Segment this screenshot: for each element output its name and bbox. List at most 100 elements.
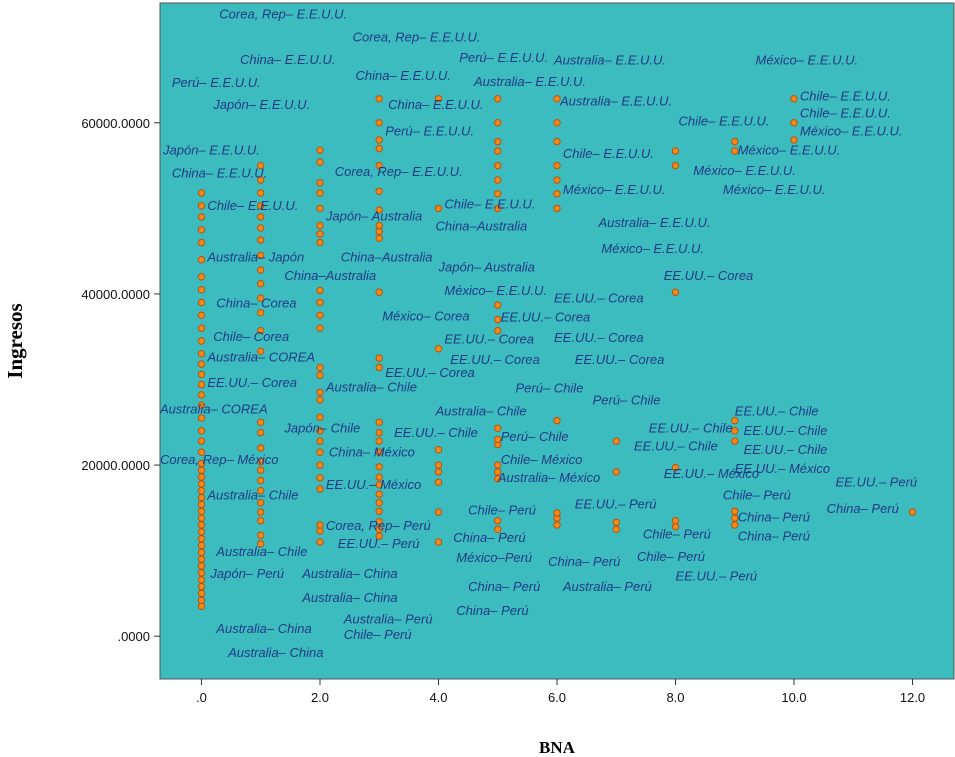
data-point bbox=[375, 428, 383, 437]
data-point bbox=[671, 147, 680, 155]
data-point bbox=[434, 345, 443, 353]
data-point bbox=[375, 95, 383, 103]
data-point bbox=[731, 427, 739, 435]
data-point bbox=[257, 224, 265, 232]
data-point bbox=[434, 95, 443, 103]
data-point bbox=[553, 161, 561, 170]
point-label: Chile– México bbox=[501, 452, 583, 467]
data-point bbox=[375, 187, 383, 196]
data-point bbox=[197, 487, 206, 495]
point-labels: Corea, Rep– E.E.U.U. Corea, Rep– E.E.U.U.… bbox=[159, 6, 917, 659]
point-label: Chile– E.E.U.U. bbox=[207, 198, 298, 213]
point-label: Japón– E.E.U.U. bbox=[212, 97, 310, 112]
data-point bbox=[494, 424, 502, 432]
point-label: Australia– Japón bbox=[206, 249, 304, 264]
point-label: EE.UU.– Corea bbox=[444, 332, 534, 347]
data-point bbox=[257, 499, 265, 507]
data-point bbox=[316, 485, 324, 493]
data-point bbox=[197, 238, 206, 247]
point-label: EE.UU.– Corea bbox=[385, 365, 475, 380]
data-point bbox=[197, 507, 206, 515]
data-point bbox=[197, 596, 206, 604]
point-label: Perú– Chile bbox=[516, 380, 584, 395]
point-label: Corea, Rep– Perú bbox=[326, 518, 431, 533]
point-label: México– E.E.U.U. bbox=[601, 241, 704, 256]
point-label: China– E.E.U.U. bbox=[356, 68, 451, 83]
data-point bbox=[197, 555, 206, 563]
data-point bbox=[731, 416, 739, 425]
data-point bbox=[494, 435, 502, 444]
data-point bbox=[257, 418, 265, 426]
data-point bbox=[434, 478, 443, 486]
data-point bbox=[316, 204, 324, 213]
y-axis: .0000 20000.0000 40000.0000 60000.0000 bbox=[81, 116, 160, 644]
point-label: México– E.E.U.U. bbox=[723, 182, 826, 197]
data-point bbox=[316, 146, 324, 154]
point-label: Australia– Chile bbox=[325, 380, 417, 395]
data-point bbox=[257, 476, 265, 485]
point-label: Corea, Rep– México bbox=[160, 452, 279, 467]
point-label: Chile– Perú bbox=[468, 503, 536, 518]
data-point bbox=[375, 206, 383, 214]
point-label: EE.UU.– Corea bbox=[450, 352, 540, 367]
data-point bbox=[197, 466, 206, 474]
data-point bbox=[553, 416, 561, 425]
data-point bbox=[375, 473, 383, 481]
data-point bbox=[257, 487, 265, 495]
data-point bbox=[375, 463, 383, 471]
data-point bbox=[316, 221, 324, 230]
point-label: México–Perú bbox=[456, 550, 532, 565]
point-label: Chile– E.E.U.U. bbox=[563, 146, 654, 161]
data-point bbox=[790, 119, 798, 127]
data-point bbox=[494, 95, 502, 103]
data-point bbox=[197, 337, 206, 345]
data-point bbox=[316, 538, 324, 546]
data-point bbox=[316, 437, 324, 445]
point-label: Chile– E.E.U.U. bbox=[800, 89, 891, 104]
point-label: EE.UU.– México bbox=[326, 477, 421, 492]
data-point bbox=[257, 189, 265, 197]
data-point bbox=[494, 190, 502, 198]
data-point bbox=[553, 204, 561, 213]
data-point bbox=[375, 499, 383, 507]
data-point bbox=[494, 147, 502, 155]
point-label: Japón– Perú bbox=[209, 566, 284, 581]
data-point bbox=[197, 541, 206, 550]
data-point bbox=[671, 463, 680, 472]
data-point bbox=[316, 158, 324, 166]
data-point bbox=[731, 521, 739, 529]
data-point bbox=[671, 288, 680, 296]
data-point bbox=[375, 418, 383, 426]
x-tick-label: 4.0 bbox=[429, 690, 447, 705]
data-point bbox=[197, 311, 206, 319]
point-label: México– E.E.U.U. bbox=[800, 124, 903, 139]
data-point bbox=[375, 437, 383, 445]
data-point bbox=[494, 301, 502, 309]
x-tick-label: 8.0 bbox=[666, 690, 684, 705]
data-point bbox=[257, 428, 265, 437]
data-point bbox=[197, 448, 206, 456]
data-point bbox=[257, 309, 265, 317]
data-point bbox=[257, 176, 265, 184]
data-point bbox=[197, 391, 206, 399]
data-point bbox=[197, 602, 206, 610]
data-point bbox=[612, 525, 620, 533]
point-label: Japón– Australia bbox=[438, 260, 535, 275]
data-point bbox=[553, 509, 561, 517]
point-label: Australia– China bbox=[215, 621, 311, 636]
data-point bbox=[316, 448, 324, 456]
point-label: China– E.E.U.U. bbox=[240, 52, 335, 67]
point-label: México– E.E.U.U. bbox=[444, 283, 547, 298]
point-label: Chile– Perú bbox=[643, 527, 711, 542]
point-label: China– Perú bbox=[548, 554, 620, 569]
x-axis-title: BNA bbox=[539, 738, 576, 757]
data-point bbox=[257, 213, 265, 221]
point-label: Japón– E.E.U.U. bbox=[162, 143, 260, 158]
point-label: EE.UU.– Perú bbox=[575, 497, 657, 512]
data-point bbox=[316, 298, 324, 307]
data-point bbox=[197, 226, 206, 234]
point-label: EE.UU.– Corea bbox=[575, 352, 665, 367]
point-label: Chile– Perú bbox=[344, 627, 412, 642]
data-point bbox=[316, 286, 324, 295]
